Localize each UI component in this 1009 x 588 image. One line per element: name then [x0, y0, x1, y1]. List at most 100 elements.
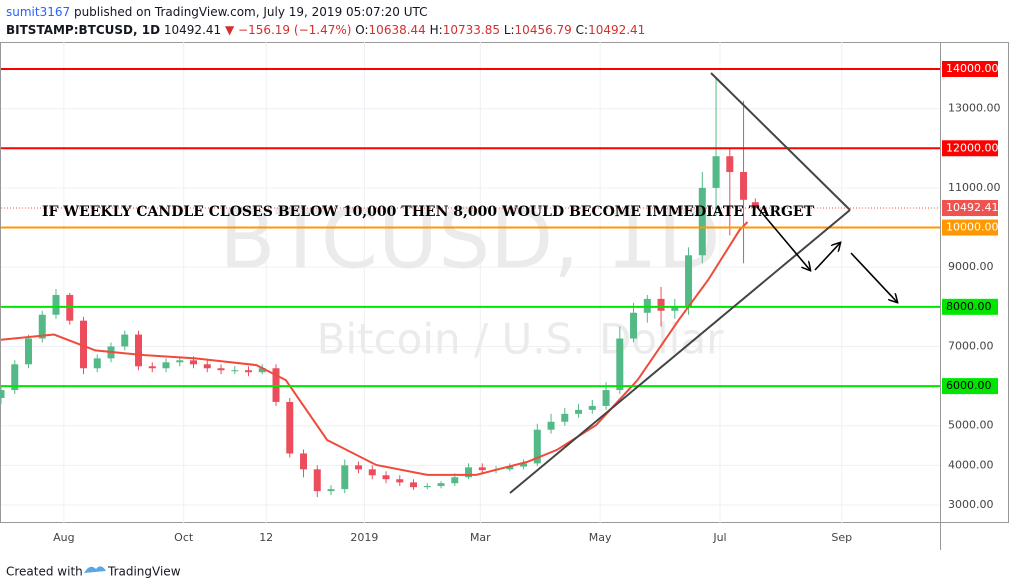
candle-body: [217, 368, 225, 371]
price: 10492.41: [164, 23, 221, 37]
arrow: [756, 206, 810, 270]
candle-body: [258, 368, 266, 373]
x-tick-label: Sep: [831, 531, 852, 544]
candle-body: [231, 370, 239, 372]
candle-body: [0, 390, 5, 398]
x-tick-label: Mar: [470, 531, 491, 544]
candle-body: [740, 172, 748, 200]
published: published on TradingView.com, July 19, 2…: [74, 5, 428, 19]
arrow: [850, 252, 897, 302]
candle-body: [38, 314, 46, 339]
candle-body: [685, 255, 693, 307]
o-label: O:: [355, 23, 368, 37]
candle-body: [25, 338, 33, 365]
annotation: IF WEEKLY CANDLE CLOSES BELOW 10,000 THE…: [42, 204, 815, 220]
candle-body: [437, 483, 445, 486]
candle-body: [451, 477, 459, 484]
candle-body: [602, 390, 610, 406]
level-label: 6000.00: [946, 379, 992, 392]
level-label: 8000.00: [946, 300, 992, 313]
candle-body: [751, 202, 759, 209]
candle-body: [286, 401, 294, 454]
candle-body: [245, 370, 253, 373]
tv-logo: [84, 566, 106, 573]
candle-body: [368, 469, 376, 476]
trend-line: [710, 72, 851, 211]
y-tick-label: 4000.00: [948, 458, 994, 471]
symbol-line: BITSTAMP:BTCUSD, 1D 10492.41 ▼ −156.19 (…: [6, 23, 645, 37]
footer-created: Created with: [6, 565, 83, 579]
candle-body: [176, 360, 184, 363]
y-tick-label: 9000.00: [948, 260, 994, 273]
arrow: [814, 243, 840, 271]
candle-body: [698, 187, 706, 256]
level-label: 14000.00: [946, 62, 999, 75]
footer-brand[interactable]: TradingView: [107, 565, 181, 579]
h-label: H:: [430, 23, 443, 37]
candle-body: [148, 366, 156, 369]
candle-body: [93, 358, 101, 369]
moving-average: [0, 221, 749, 476]
level-label: 10000.00: [946, 221, 999, 234]
candle-body: [80, 320, 88, 369]
candle-body: [423, 485, 431, 488]
candle-body: [396, 479, 404, 483]
header-line: sumit3167 published on TradingView.com, …: [6, 5, 428, 19]
last-price-label: 10492.41: [946, 201, 999, 214]
y-tick-label: 7000.00: [948, 339, 994, 352]
candle-body: [630, 312, 638, 339]
candle-body: [671, 306, 679, 311]
candle-body: [203, 364, 211, 369]
level-label: 12000.00: [946, 141, 999, 154]
candle-body: [382, 475, 390, 480]
y-tick-label: 11000.00: [948, 181, 1001, 194]
level-label-box: [942, 140, 998, 157]
candle-body: [533, 429, 541, 464]
candle-body: [657, 298, 665, 311]
candle-body: [341, 465, 349, 490]
x-tick-label: 2019: [350, 531, 378, 544]
candle-body: [121, 334, 129, 347]
candle-body: [135, 334, 143, 367]
user[interactable]: sumit3167: [6, 5, 70, 19]
candle-body: [11, 364, 19, 391]
candle-body: [410, 482, 418, 488]
y-tick-label: 13000.00: [948, 102, 1001, 115]
x-tick-label: May: [589, 531, 612, 544]
candle-body: [355, 465, 363, 470]
y-tick-label: 5000.00: [948, 419, 994, 432]
x-tick-label: Oct: [174, 531, 194, 544]
x-tick-label: 12: [259, 531, 273, 544]
candle-body: [506, 466, 514, 470]
h-value: 10733.85: [443, 23, 500, 37]
candle-body: [616, 338, 624, 391]
candle-body: [561, 413, 569, 422]
candle-body: [162, 362, 170, 369]
last-price-box: [942, 200, 998, 217]
candle-body: [588, 405, 596, 410]
c-value: 10492.41: [588, 23, 645, 37]
o-value: 10638.44: [369, 23, 426, 37]
candle-body: [520, 463, 528, 467]
level-label-box: [942, 60, 998, 77]
candle-body: [547, 421, 555, 430]
y-tick-label: 3000.00: [948, 498, 994, 511]
candle-body: [327, 489, 335, 492]
level-label-box: [942, 298, 998, 315]
candle-body: [712, 156, 720, 188]
trend-line: [509, 209, 851, 494]
level-label-box: [942, 219, 998, 236]
trend-lines: [509, 72, 851, 494]
x-tick-label: Aug: [53, 531, 74, 544]
l-label: L:: [504, 23, 515, 37]
symbol: BITSTAMP:BTCUSD, 1D: [6, 23, 160, 37]
arrows: [756, 206, 897, 302]
candle-body: [190, 360, 198, 365]
candle-body: [52, 294, 60, 315]
c-label: C:: [576, 23, 588, 37]
candle-body: [726, 156, 734, 173]
level-label-box: [942, 378, 998, 395]
l-value: 10456.79: [515, 23, 572, 37]
candle-body: [465, 467, 473, 478]
